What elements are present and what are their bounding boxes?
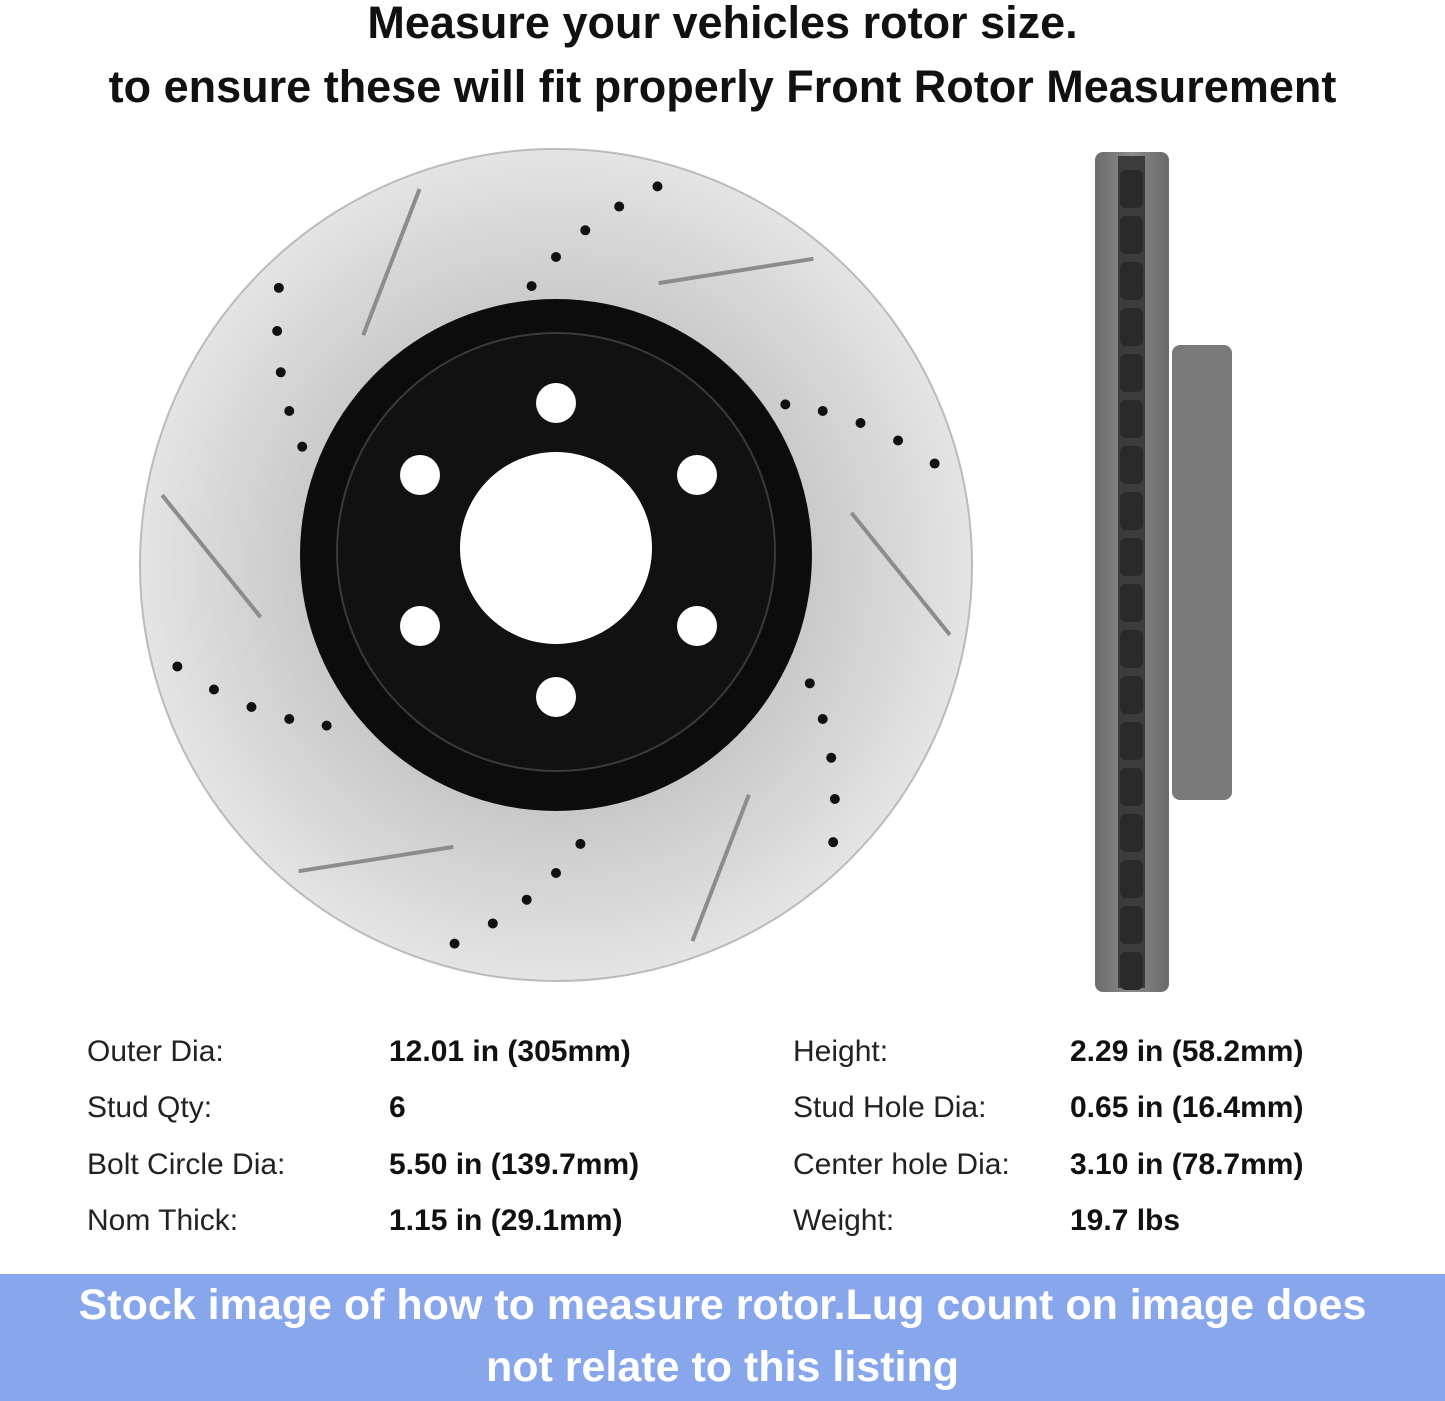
spec-label: Weight: xyxy=(793,1204,895,1237)
banner-line-2: not relate to this listing xyxy=(485,1343,960,1391)
drill-hole xyxy=(826,752,837,763)
drill-hole xyxy=(208,684,219,695)
drill-hole xyxy=(575,838,586,849)
drill-hole xyxy=(275,367,286,378)
drill-hole xyxy=(828,837,839,848)
slot xyxy=(298,844,454,874)
spec-value: 19.7 lbs xyxy=(1070,1204,1181,1237)
disclaimer-banner: Stock image of how to measure rotor.Lug … xyxy=(0,1274,1445,1401)
drill-hole xyxy=(817,406,828,416)
drill-hole xyxy=(855,418,866,429)
lug-hole xyxy=(677,455,717,495)
drill-hole xyxy=(652,181,663,192)
drill-hole xyxy=(829,793,840,804)
rotor-illustration xyxy=(139,148,1232,992)
lug-hole xyxy=(400,455,440,495)
drill-hole xyxy=(551,868,561,878)
center-hole xyxy=(460,452,652,644)
drill-hole xyxy=(526,281,537,292)
spec-value: 5.50 in (139.7mm) xyxy=(389,1148,640,1181)
lug-hole xyxy=(400,606,440,646)
slot xyxy=(690,794,751,942)
spec-value: 3.10 in (78.7mm) xyxy=(1070,1148,1304,1181)
spec-label: Bolt Circle Dia: xyxy=(87,1148,286,1181)
drill-hole xyxy=(893,435,904,446)
drill-hole xyxy=(487,918,498,929)
banner-line-1: Stock image of how to measure rotor.Lug … xyxy=(78,1281,1367,1329)
drill-hole xyxy=(521,894,532,905)
lug-hole xyxy=(677,606,717,646)
rotor-front-view xyxy=(139,148,973,982)
drill-hole xyxy=(817,714,828,724)
spec-value: 2.29 in (58.2mm) xyxy=(1070,1035,1304,1068)
drill-hole xyxy=(580,225,591,236)
spec-label: Stud Hole Dia: xyxy=(793,1091,987,1124)
slot xyxy=(361,188,422,336)
drill-hole xyxy=(297,441,308,452)
spec-label: Height: xyxy=(793,1035,889,1068)
spec-label: Center hole Dia: xyxy=(793,1148,1010,1181)
lug-hole xyxy=(536,677,576,717)
slot xyxy=(849,511,952,637)
spec-label: Outer Dia: xyxy=(87,1035,224,1068)
drill-hole xyxy=(284,714,295,724)
drill-hole xyxy=(246,701,257,712)
drill-hole xyxy=(284,406,295,416)
slot xyxy=(658,256,814,286)
spec-value: 0.65 in (16.4mm) xyxy=(1070,1091,1304,1124)
drill-hole xyxy=(929,458,940,469)
lug-hole xyxy=(536,383,576,423)
drill-hole xyxy=(551,252,561,262)
drill-hole xyxy=(804,678,815,689)
rotor-drill-holes xyxy=(172,181,940,949)
spec-value: 1.15 in (29.1mm) xyxy=(389,1204,623,1237)
spec-value: 6 xyxy=(389,1091,406,1124)
spec-label: Stud Qty: xyxy=(87,1091,213,1124)
spec-value: 12.01 in (305mm) xyxy=(389,1035,631,1068)
slot xyxy=(160,493,263,619)
drill-hole xyxy=(273,282,284,293)
spec-label: Nom Thick: xyxy=(87,1204,239,1237)
rotor-slots xyxy=(160,188,952,942)
drill-hole xyxy=(449,938,460,949)
drill-hole xyxy=(780,399,791,410)
title-line-1: Measure your vehicles rotor size. xyxy=(367,0,1078,48)
title-line-2: to ensure these will fit properly Front … xyxy=(108,61,1337,112)
lug-holes xyxy=(400,383,717,717)
drill-hole xyxy=(272,326,283,337)
rotor-side-view xyxy=(1095,152,1232,992)
drill-hole xyxy=(172,661,183,672)
drill-hole xyxy=(321,720,332,731)
drill-hole xyxy=(614,201,625,212)
